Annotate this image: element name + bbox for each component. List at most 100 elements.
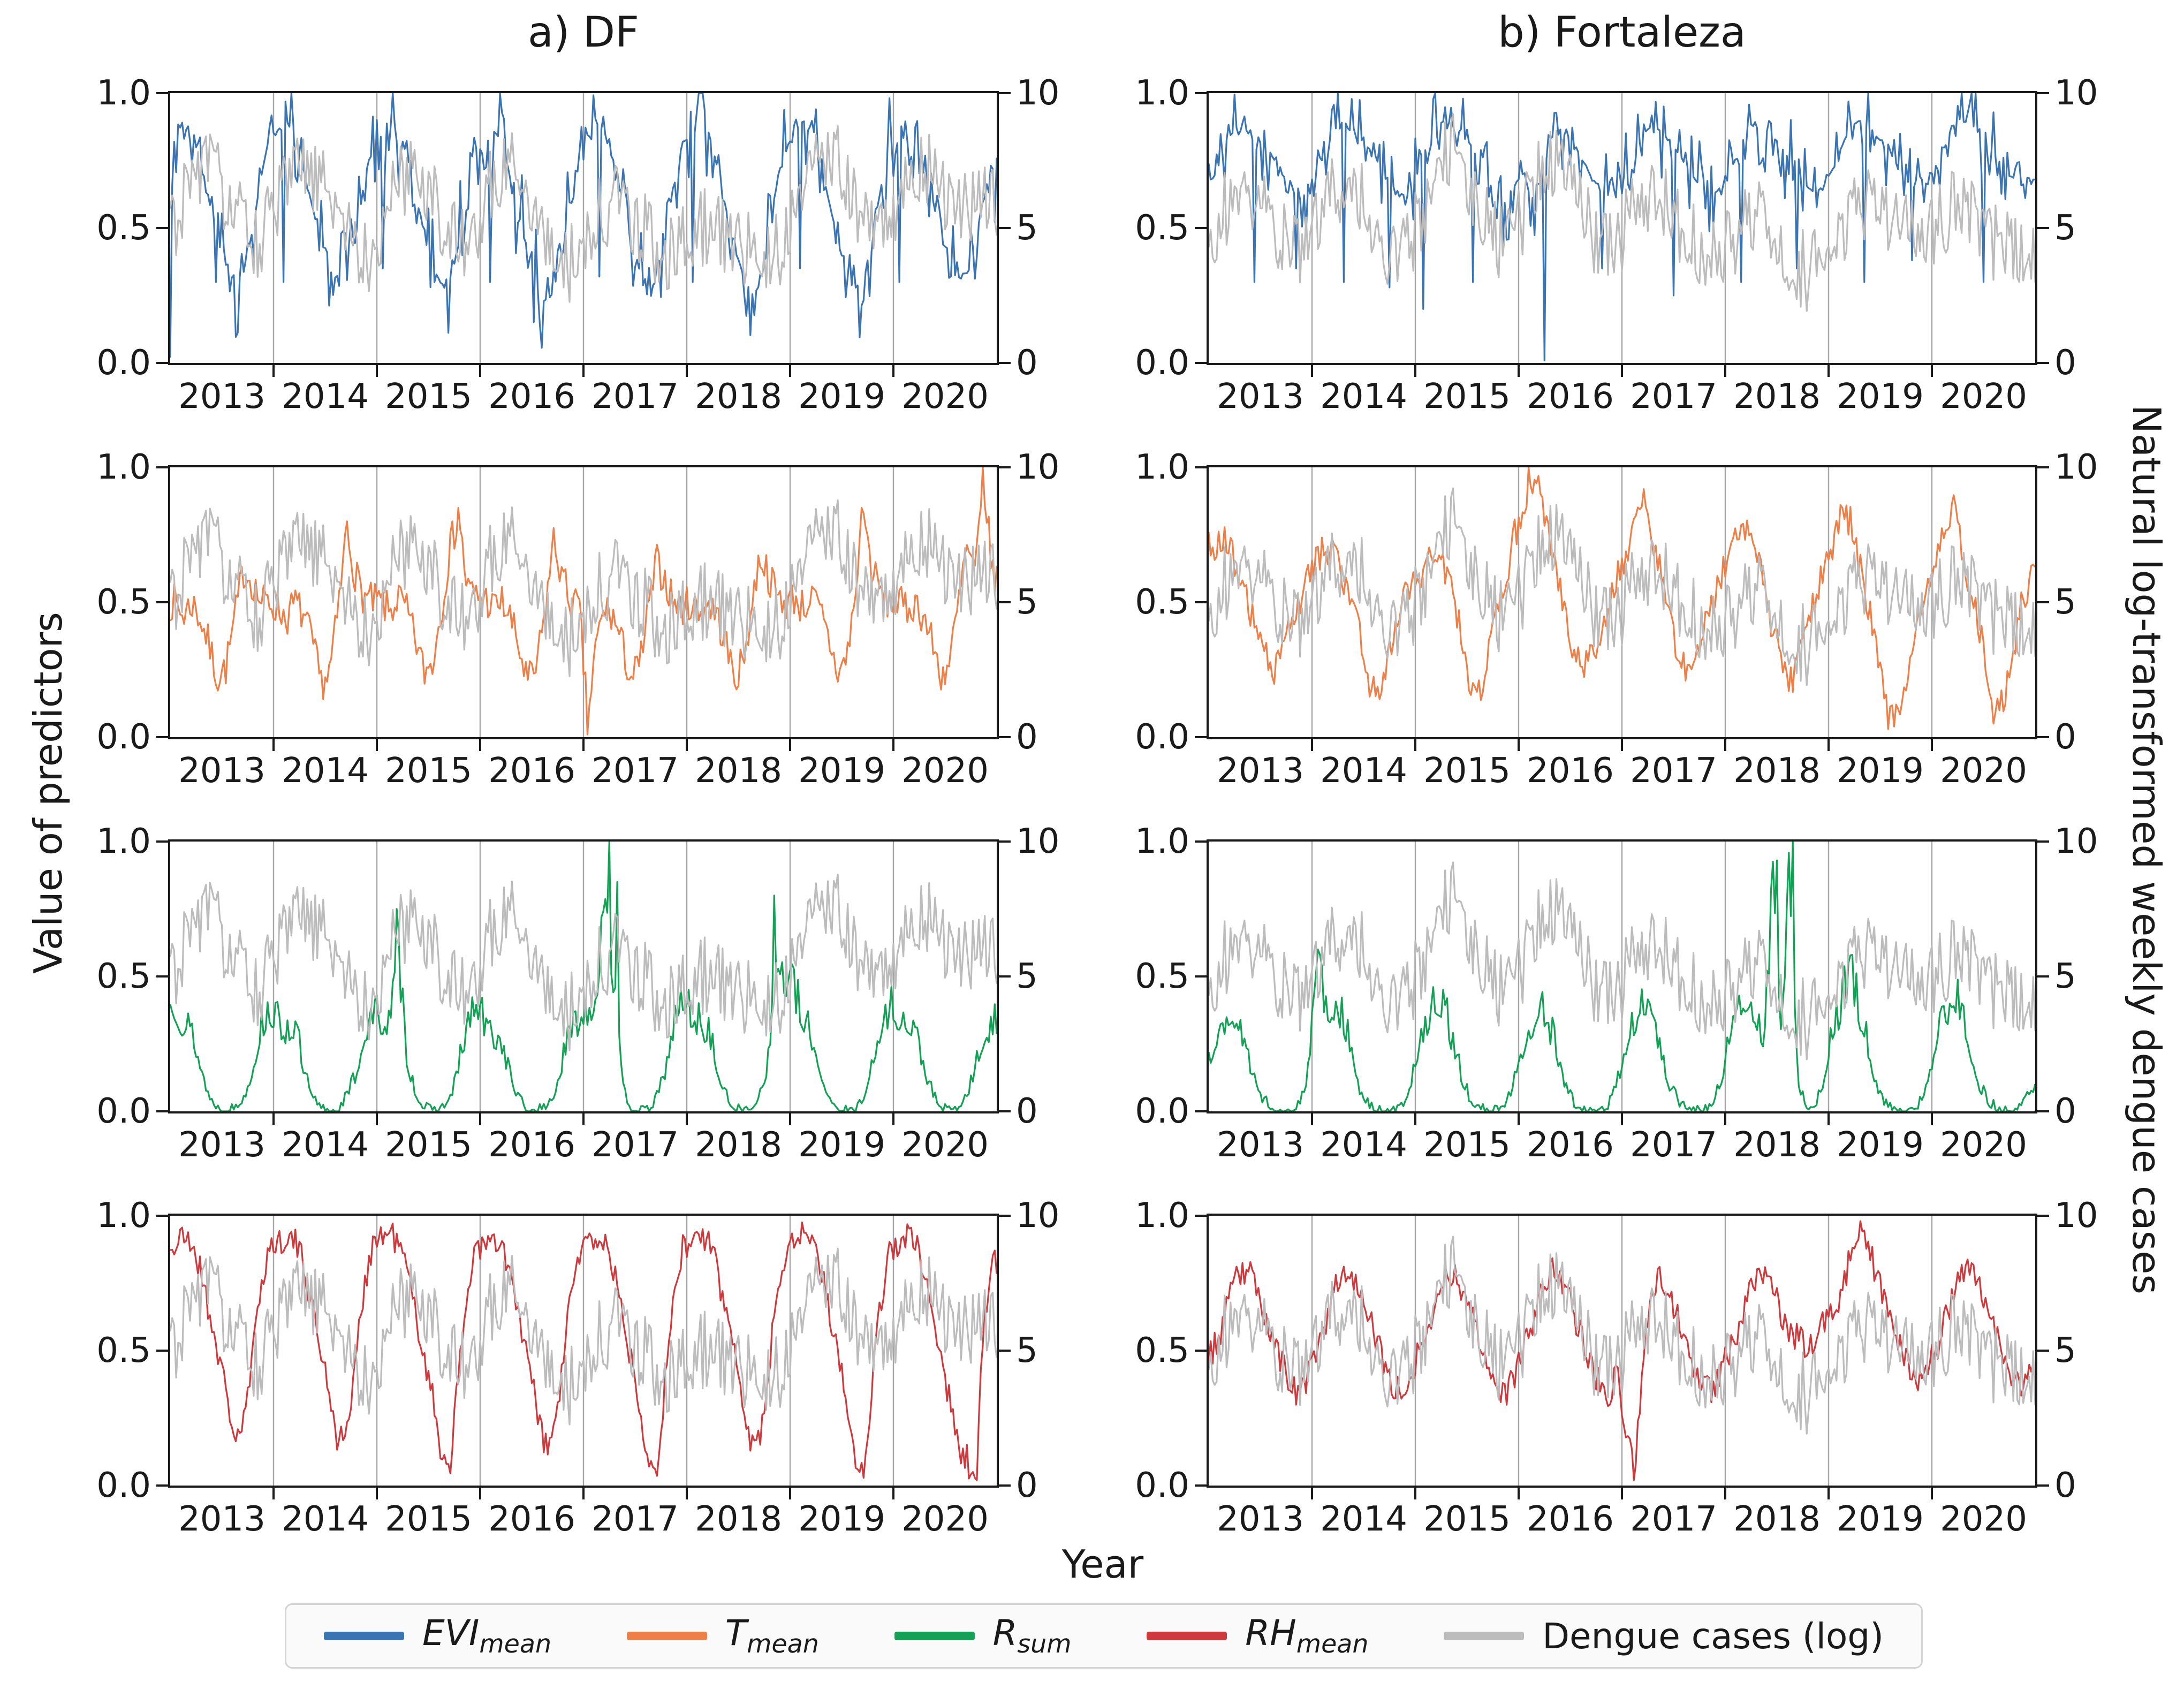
y-tick-label-right: 5 (2054, 1331, 2076, 1370)
legend-item-evi: EVImean (324, 1612, 551, 1660)
x-tick-label: 2017 (592, 1125, 679, 1165)
x-tick-label: 2017 (1630, 751, 1717, 791)
x-tick-label: 2020 (1940, 751, 2027, 791)
y-tickmark-right (2037, 92, 2049, 94)
y-tick-label-right: 0 (1016, 717, 1038, 757)
x-tick-label: 2014 (1320, 1125, 1407, 1165)
legend-item-rh: RHmean (1147, 1612, 1369, 1660)
y-tick-label-left: 0.0 (1135, 1466, 1189, 1505)
y-tickmark-left (156, 1110, 168, 1112)
x-tick-label: 2013 (1217, 377, 1304, 416)
panel-fortaleza-t: 0.0 0 0.5 5 1.0 10 2013 2014 2015 2016 2017 2018 201… (1135, 450, 2098, 791)
x-tick-label: 2016 (488, 751, 575, 791)
legend-label-t: Tmean (725, 1612, 819, 1660)
x-tickmark (479, 1113, 481, 1125)
x-tickmark (686, 739, 688, 751)
x-tickmark (686, 365, 688, 377)
y-tick-label-left: 0.5 (96, 582, 151, 622)
y-tickmark-right (2037, 1110, 2049, 1112)
x-tick-label: 2017 (1630, 1499, 1717, 1539)
plot-fortaleza-evi (1209, 93, 2035, 363)
y-tickmark-left (156, 601, 168, 603)
y-tick-label-right: 10 (1016, 73, 1060, 113)
x-tick-label: 2017 (592, 751, 679, 791)
x-tick-label: 2019 (798, 751, 885, 791)
x-tickmark (1518, 365, 1520, 377)
x-tick-label: 2013 (1217, 751, 1304, 791)
y-tick-label-right: 10 (2054, 822, 2098, 861)
x-tickmark (1311, 1113, 1313, 1125)
panel-fortaleza-r: 0.0 0 0.5 5 1.0 10 2013 2014 2015 2016 2017 2018 201… (1135, 824, 2098, 1165)
y-tickmark-left (156, 840, 168, 843)
x-tickmark (1621, 1488, 1623, 1499)
x-tick-label: 2015 (1423, 1125, 1511, 1165)
x-tick-label: 2015 (1423, 1499, 1511, 1539)
panel-fortaleza-rh: 0.0 0 0.5 5 1.0 10 2013 2014 2015 2016 2017 2018 201… (1135, 1199, 2098, 1539)
x-tickmark (1931, 365, 1933, 377)
y-tickmark-left (156, 466, 168, 468)
y-tickmark-right (999, 1350, 1011, 1352)
x-tickmark (479, 1488, 481, 1499)
legend-swatch-t (626, 1632, 707, 1640)
y-tick-label-right: 0 (1016, 1092, 1038, 1131)
x-tick-label: 2014 (282, 1125, 369, 1165)
x-tick-label: 2020 (1940, 377, 2027, 416)
y-tickmark-right (2037, 736, 2049, 738)
y-tickmark-left (156, 1484, 168, 1487)
y-tick-label-right: 5 (1016, 208, 1038, 248)
y-tick-label-left: 1.0 (96, 448, 151, 487)
y-tick-label-left: 1.0 (1135, 448, 1189, 487)
y-tickmark-right (999, 1110, 1011, 1112)
x-tick-label: 2017 (1630, 377, 1717, 416)
x-tickmark (1827, 739, 1830, 751)
y-tickmark-right (999, 466, 1011, 468)
legend-swatch-evi (324, 1632, 404, 1640)
x-tickmark (789, 739, 791, 751)
x-tick-label: 2020 (901, 377, 989, 416)
x-tick-label: 2016 (488, 377, 575, 416)
y-tick-label-right: 5 (2054, 957, 2076, 996)
y-tickmark-right (2037, 1484, 2049, 1487)
x-tick-label: 2015 (1423, 751, 1511, 791)
panel-fortaleza-evi: 0.0 0 0.5 5 1.0 10 2013 2014 2015 2016 2017 2018 201… (1135, 76, 2098, 416)
x-tick-label: 2019 (1837, 751, 1924, 791)
y-tick-label-right: 5 (2054, 208, 2076, 248)
x-tickmark (892, 365, 894, 377)
y-tickmark-left (1195, 92, 1207, 94)
x-tick-label: 2014 (1320, 377, 1407, 416)
y-tickmark-left (156, 227, 168, 229)
y-axis-label-right: Natural log-transformed weekly dengue ca… (2124, 405, 2169, 1294)
x-tickmark (892, 739, 894, 751)
y-tickmark-right (999, 975, 1011, 978)
y-tick-label-left: 0.5 (96, 957, 151, 996)
legend-swatch-r (894, 1632, 975, 1640)
panel-df-r: 0.0 0 0.5 5 1.0 10 2013 2014 2015 2016 2017 2018 201… (96, 824, 1059, 1165)
x-tickmark (272, 365, 275, 377)
y-tickmark-left (1195, 362, 1207, 364)
plot-fortaleza-r (1209, 842, 2035, 1111)
y-tick-label-right: 0 (2054, 343, 2076, 383)
y-tickmark-left (1195, 840, 1207, 843)
y-tickmark-right (2037, 1215, 2049, 1217)
y-tickmark-right (999, 736, 1011, 738)
y-tickmark-right (999, 601, 1011, 603)
x-tickmark (1621, 365, 1623, 377)
x-tickmark (376, 1488, 378, 1499)
y-tick-label-right: 0 (2054, 1466, 2076, 1505)
x-tickmark (686, 1113, 688, 1125)
y-tickmark-left (1195, 601, 1207, 603)
x-tick-label: 2016 (488, 1499, 575, 1539)
plot-df-evi (170, 93, 997, 363)
y-tick-label-right: 10 (1016, 1196, 1060, 1236)
x-tickmark (1414, 1488, 1416, 1499)
y-tick-label-left: 0.0 (96, 717, 151, 757)
x-tickmark (1621, 739, 1623, 751)
x-tick-label: 2014 (1320, 1499, 1407, 1539)
x-tick-label: 2018 (1733, 751, 1821, 791)
x-tick-label: 2016 (1527, 1499, 1614, 1539)
x-tickmark (582, 365, 585, 377)
x-tickmark (582, 739, 585, 751)
y-tickmark-left (156, 736, 168, 738)
y-tickmark-right (999, 1484, 1011, 1487)
x-tickmark (1518, 1113, 1520, 1125)
